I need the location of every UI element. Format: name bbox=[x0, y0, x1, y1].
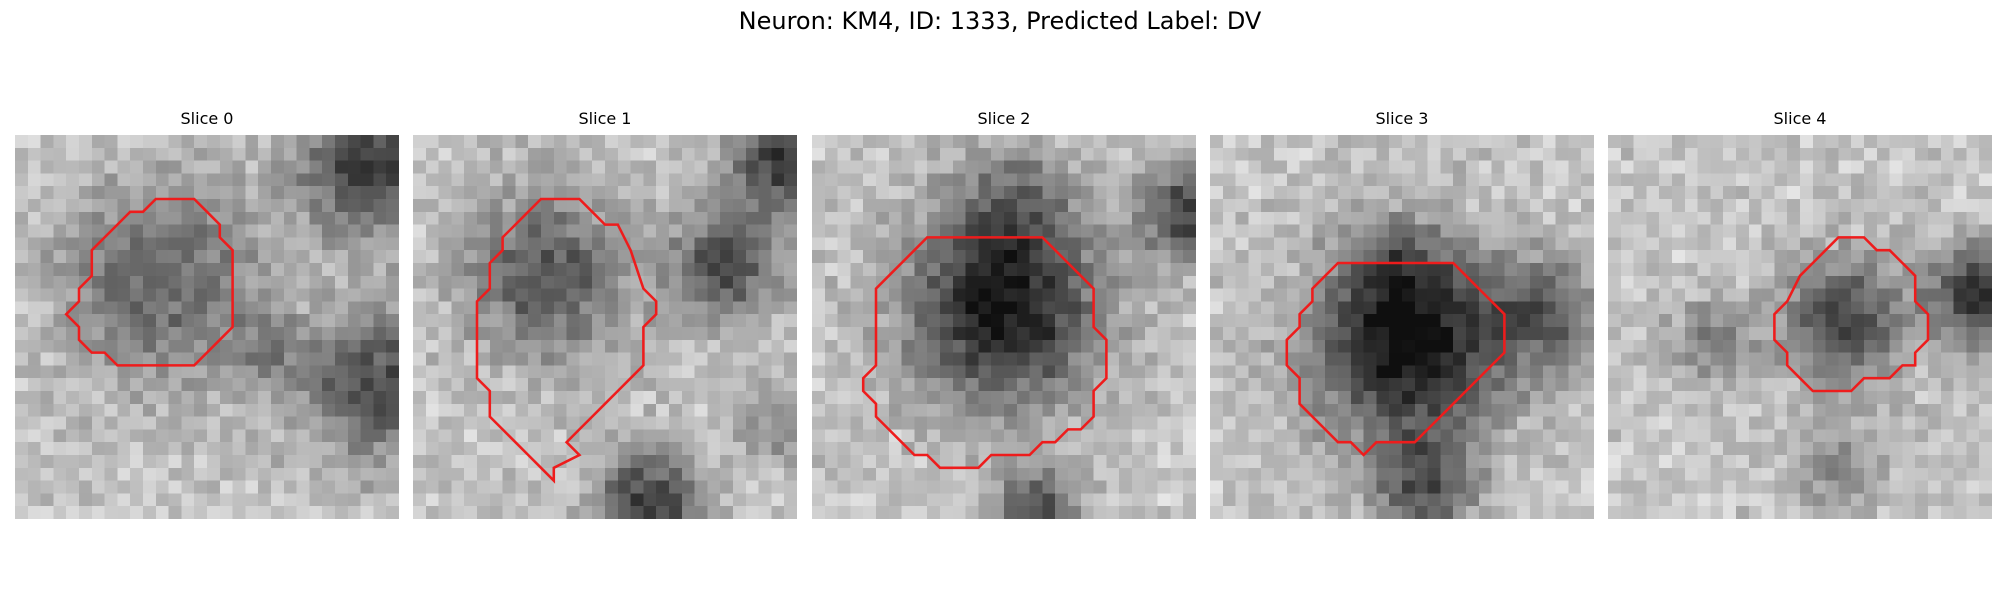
slice-panel: Slice 3 bbox=[1210, 108, 1594, 519]
segmentation-contour bbox=[1285, 261, 1506, 457]
slice-image bbox=[812, 135, 1196, 519]
segmentation-contour bbox=[475, 197, 658, 484]
slice-panel: Slice 4 bbox=[1608, 108, 1992, 519]
grayscale-pixel-grid bbox=[1608, 135, 1992, 519]
slice-panel: Slice 1 bbox=[413, 108, 797, 519]
slice-image bbox=[1210, 135, 1594, 519]
grayscale-pixel-grid bbox=[1210, 135, 1594, 519]
figure-title: Neuron: KM4, ID: 1333, Predicted Label: … bbox=[738, 7, 1262, 35]
slice-image bbox=[15, 135, 399, 519]
slice-panel: Slice 0 bbox=[15, 108, 399, 519]
segmentation-contour bbox=[64, 197, 234, 367]
segmentation-contour bbox=[1773, 236, 1930, 393]
grayscale-pixel-grid bbox=[812, 135, 1196, 519]
slice-image bbox=[413, 135, 797, 519]
grayscale-pixel-grid bbox=[15, 135, 399, 519]
slice-title: Slice 3 bbox=[1375, 109, 1429, 128]
slice-title: Slice 1 bbox=[578, 109, 632, 128]
segmentation-contour bbox=[861, 236, 1108, 470]
slice-title: Slice 2 bbox=[977, 109, 1031, 128]
slice-image bbox=[1608, 135, 1992, 519]
slice-panel: Slice 2 bbox=[812, 108, 1196, 519]
grayscale-pixel-grid bbox=[413, 135, 797, 519]
slice-title: Slice 0 bbox=[180, 109, 234, 128]
slice-title: Slice 4 bbox=[1773, 109, 1827, 128]
